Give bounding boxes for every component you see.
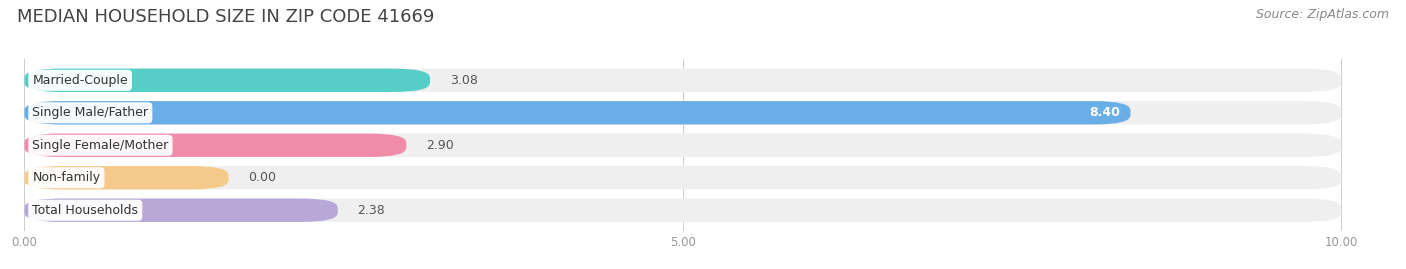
Text: 2.38: 2.38 — [357, 204, 385, 217]
Text: Non-family: Non-family — [32, 171, 100, 184]
Text: Total Households: Total Households — [32, 204, 138, 217]
FancyBboxPatch shape — [24, 199, 1341, 222]
FancyBboxPatch shape — [24, 134, 1341, 157]
FancyBboxPatch shape — [24, 166, 1341, 189]
Text: Married-Couple: Married-Couple — [32, 74, 128, 87]
Text: Source: ZipAtlas.com: Source: ZipAtlas.com — [1256, 8, 1389, 21]
Text: 0.00: 0.00 — [249, 171, 276, 184]
Text: Single Female/Mother: Single Female/Mother — [32, 139, 169, 152]
Text: 8.40: 8.40 — [1090, 106, 1121, 119]
FancyBboxPatch shape — [24, 69, 430, 92]
FancyBboxPatch shape — [24, 134, 406, 157]
FancyBboxPatch shape — [24, 199, 337, 222]
Text: 3.08: 3.08 — [450, 74, 478, 87]
Text: MEDIAN HOUSEHOLD SIZE IN ZIP CODE 41669: MEDIAN HOUSEHOLD SIZE IN ZIP CODE 41669 — [17, 8, 434, 26]
FancyBboxPatch shape — [24, 101, 1341, 125]
Text: 2.90: 2.90 — [426, 139, 454, 152]
FancyBboxPatch shape — [24, 166, 229, 189]
FancyBboxPatch shape — [24, 101, 1130, 125]
FancyBboxPatch shape — [24, 69, 1341, 92]
Text: Single Male/Father: Single Male/Father — [32, 106, 148, 119]
